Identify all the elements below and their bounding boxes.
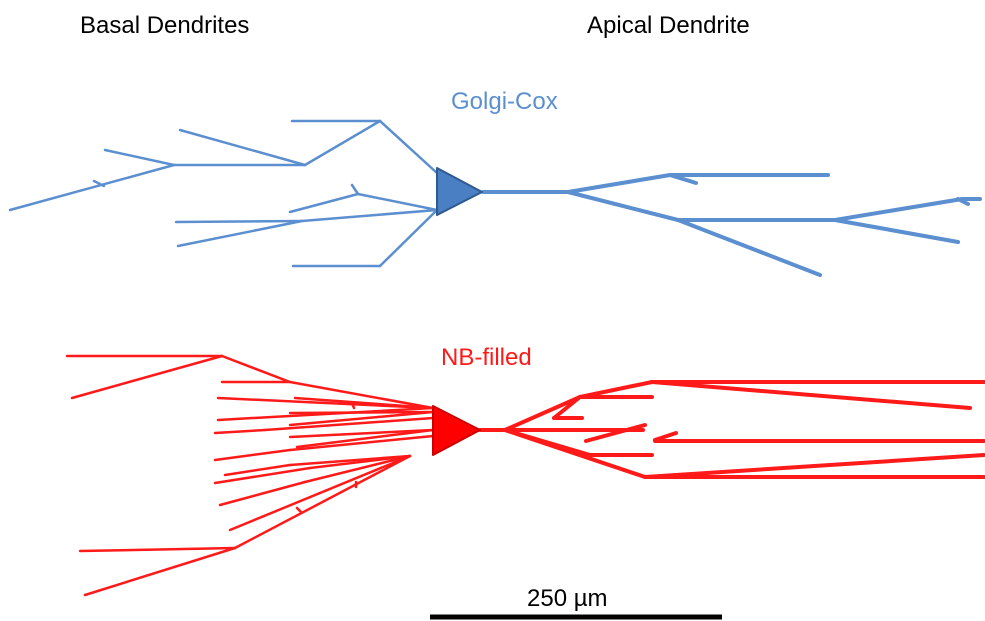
- soma: [432, 405, 481, 456]
- basal-branch: [303, 119, 382, 167]
- basal-branch: [288, 380, 435, 410]
- basal-branch: [356, 192, 439, 212]
- basal-branch: [92, 179, 106, 188]
- apical-branch: [956, 197, 970, 206]
- apical-branch: [643, 453, 985, 479]
- basal-branch: [288, 192, 360, 214]
- basal-branch: [70, 354, 224, 400]
- basal-branch: [178, 128, 307, 167]
- basal-branch: [213, 428, 267, 435]
- basal-branch: [78, 546, 237, 553]
- basal-branch: [103, 148, 176, 167]
- apical-branch: [833, 218, 960, 244]
- apical-branch: [653, 431, 678, 442]
- basal-branch: [350, 183, 360, 196]
- basal-branch: [83, 546, 237, 597]
- basal-branch: [213, 466, 312, 485]
- basal-branch: [350, 401, 356, 410]
- golgi-cox-label: Golgi-Cox: [451, 88, 558, 115]
- basal-branch: [233, 454, 412, 550]
- basal-branch: [176, 219, 304, 248]
- basal-branch: [223, 463, 292, 477]
- basal-branch: [174, 219, 304, 224]
- apical-branch: [503, 428, 647, 479]
- basal-branch: [263, 416, 435, 432]
- basal-branch: [288, 434, 435, 452]
- basal-branch: [300, 208, 439, 223]
- apical-branch: [650, 380, 972, 410]
- apical-branch: [584, 423, 647, 443]
- nb-filled-label: NB-filled: [441, 344, 532, 371]
- basal-branch: [220, 354, 292, 384]
- apical-branch: [578, 380, 654, 399]
- basal-branch: [288, 454, 412, 467]
- apical-branch: [503, 395, 582, 432]
- basal-branch: [303, 454, 412, 484]
- basal-branch: [218, 480, 307, 507]
- basal-branch: [295, 428, 435, 449]
- apical-branch: [552, 395, 582, 420]
- basal-dendrites-label: Basal Dendrites: [80, 12, 250, 39]
- nb-filled-neuron: [65, 354, 985, 597]
- basal-branch: [295, 506, 303, 514]
- golgi-cox-neuron: [8, 119, 982, 277]
- basal-branch: [288, 428, 435, 439]
- basal-branch: [293, 396, 435, 410]
- apical-branch: [668, 173, 698, 185]
- basal-branch: [288, 410, 435, 415]
- basal-branch: [228, 454, 412, 532]
- basal-branch: [213, 448, 292, 462]
- basal-branch: [8, 163, 176, 212]
- apical-dendrite-label: Apical Dendrite: [587, 12, 750, 39]
- scale-bar-label: 250 µm: [527, 585, 608, 612]
- basal-branch: [378, 208, 439, 268]
- soma: [436, 167, 483, 216]
- basal-branch: [288, 410, 435, 427]
- basal-branch: [378, 119, 439, 175]
- apical-branch: [566, 190, 680, 222]
- apical-branch: [833, 197, 964, 222]
- apical-branch: [566, 173, 672, 194]
- apical-branch: [676, 218, 822, 277]
